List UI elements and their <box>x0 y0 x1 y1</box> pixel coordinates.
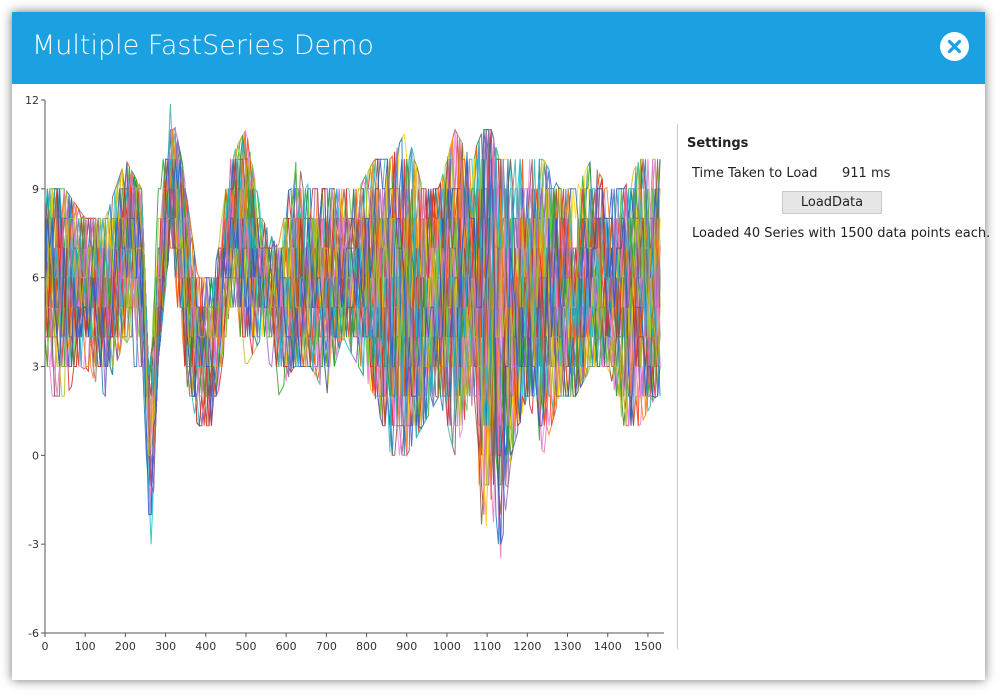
y-tick-label: 12 <box>25 94 39 107</box>
x-tick-label: 500 <box>235 640 256 653</box>
x-tick-label: 0 <box>42 640 49 653</box>
x-tick-label: 800 <box>356 640 377 653</box>
close-button[interactable] <box>940 32 969 61</box>
x-tick-label: 200 <box>115 640 136 653</box>
y-tick-label: 6 <box>32 272 39 285</box>
x-tick-label: 600 <box>276 640 297 653</box>
title-bar: Multiple FastSeries Demo <box>12 12 985 84</box>
chart-canvas: -6 -3 0 3 6 9 12 0 100 200 300 400 500 600 700 800 900 10… <box>25 94 664 653</box>
x-tick-label: 1100 <box>473 640 501 653</box>
x-tick-label: 1500 <box>634 640 662 653</box>
y-tick-label: 9 <box>32 183 39 196</box>
panel-divider <box>677 124 678 649</box>
close-icon <box>947 39 962 54</box>
load-status-text: Loaded 40 Series with 1500 data points e… <box>692 226 991 241</box>
load-time-value: 911 ms <box>842 166 891 181</box>
y-tick-label: 3 <box>32 361 39 374</box>
load-data-button[interactable]: LoadData <box>782 191 882 214</box>
x-tick-label: 100 <box>75 640 96 653</box>
x-tick-label: 1300 <box>554 640 582 653</box>
demo-window: Multiple FastSeries Demo -6 -3 0 3 6 9 12 0 100 2… <box>12 12 990 680</box>
y-tick-label: -3 <box>28 538 39 551</box>
axis-layer: -6 -3 0 3 6 9 12 0 100 200 300 400 500 600 700 800 900 10… <box>25 94 664 653</box>
x-tick-label: 900 <box>396 640 417 653</box>
load-time-label: Time Taken to Load <box>692 166 818 181</box>
y-tick-label: 0 <box>32 449 39 462</box>
x-tick-label: 300 <box>155 640 176 653</box>
series-line <box>44 159 661 545</box>
x-tick-label: 400 <box>195 640 216 653</box>
x-tick-label: 1000 <box>433 640 461 653</box>
window-title: Multiple FastSeries Demo <box>32 30 374 61</box>
fastseries-chart[interactable]: -6 -3 0 3 6 9 12 0 100 200 300 400 500 600 700 800 900 10… <box>12 84 676 680</box>
x-tick-label: 1400 <box>594 640 622 653</box>
settings-panel: Settings Time Taken to Load 911 ms LoadD… <box>687 136 990 241</box>
y-tick-label: -6 <box>28 627 39 640</box>
x-tick-label: 1200 <box>513 640 541 653</box>
x-tick-label: 700 <box>316 640 337 653</box>
settings-heading: Settings <box>687 136 749 151</box>
series-layer <box>44 103 661 559</box>
